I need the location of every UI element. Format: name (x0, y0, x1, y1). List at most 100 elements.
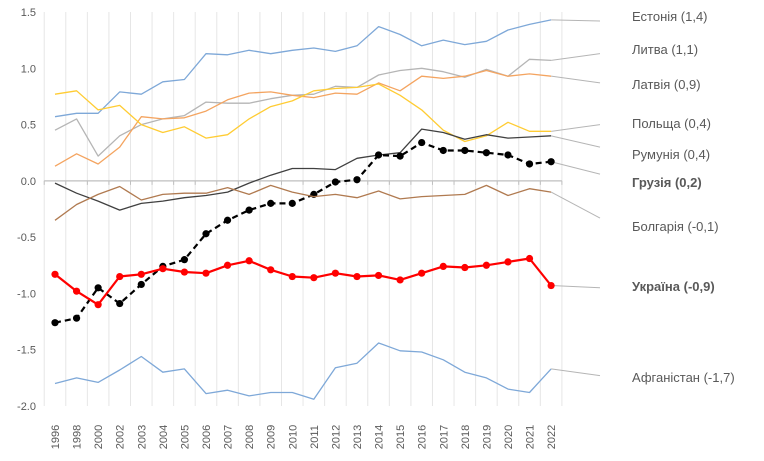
series-label: Естонія (1,4) (632, 9, 708, 24)
x-tick-label: 2006 (201, 425, 213, 449)
y-tick-label: 0.5 (21, 120, 36, 132)
data-point (547, 281, 555, 290)
y-tick-label: 1.5 (21, 7, 36, 19)
data-point (439, 262, 447, 271)
data-point (159, 265, 167, 273)
y-axis-ticks: 1.5 1.0 0.5 0.0 -0.5 -1.0 -1.5 -2.0 (17, 7, 36, 413)
series-line (54, 128, 552, 211)
x-tick-label: 2003 (136, 425, 148, 449)
data-point (461, 263, 469, 272)
data-point (525, 160, 534, 168)
x-tick-label: 2008 (244, 425, 256, 449)
series-line (54, 58, 552, 157)
data-point (504, 151, 512, 159)
series-label: Польща (0,4) (632, 116, 711, 131)
connector-line (550, 161, 601, 175)
connector-line (551, 285, 601, 289)
connector-line (551, 124, 601, 132)
x-tick-label: 2010 (287, 425, 299, 449)
connector-line (550, 191, 601, 219)
series-label: Латвія (0,9) (632, 77, 701, 92)
label-connectors (550, 19, 601, 377)
connector-line (551, 75, 601, 84)
data-point (547, 158, 555, 166)
x-tick-label: 2022 (546, 425, 558, 449)
y-tick-label: 0.0 (21, 176, 36, 188)
x-tick-label: 2012 (330, 425, 342, 449)
x-tick-label: 1998 (72, 425, 84, 449)
y-tick-label: -1.5 (17, 345, 36, 357)
x-tick-label: 2018 (460, 425, 472, 449)
series-label: Болгарія (-0,1) (632, 219, 719, 234)
data-point (180, 256, 189, 264)
series-label: Грузія (0,2) (632, 175, 702, 190)
data-point (202, 230, 210, 238)
series-line (54, 19, 552, 118)
x-tick-label: 2021 (525, 425, 537, 449)
x-tick-label: 2019 (481, 425, 493, 449)
data-point (310, 274, 318, 282)
x-tick-label: 1996 (50, 425, 62, 449)
connector-line (550, 135, 601, 148)
data-point (353, 272, 361, 281)
x-axis-ticks: 1996 1998 2000 2002 2003 2004 2005 2006 2007 2008… (50, 425, 558, 449)
x-tick-label: 2014 (374, 425, 386, 449)
x-tick-label: 2020 (503, 425, 515, 449)
series-line (54, 184, 552, 221)
data-point (482, 149, 490, 157)
data-point (72, 287, 81, 295)
data-point (331, 178, 340, 186)
data-point (116, 272, 124, 281)
x-tick-label: 2007 (223, 425, 235, 449)
x-tick-label: 2011 (309, 425, 321, 449)
data-point (288, 199, 296, 207)
y-tick-label: -1.0 (17, 288, 36, 300)
data-point (374, 271, 383, 280)
x-tick-label: 2002 (115, 425, 127, 449)
data-point (418, 138, 426, 147)
data-point (116, 299, 124, 308)
x-tick-label: 2000 (93, 425, 105, 449)
x-tick-label: 2004 (158, 425, 170, 449)
data-point (396, 276, 404, 284)
data-point (418, 269, 426, 277)
data-point (51, 270, 59, 278)
series-label: Румунія (0,4) (632, 147, 710, 162)
data-point (202, 269, 210, 277)
x-tick-label: 2005 (179, 425, 191, 449)
series-lines (51, 19, 555, 400)
data-point (267, 266, 275, 274)
gridlines (43, 12, 563, 406)
connector-line (551, 368, 601, 377)
data-point (461, 146, 469, 155)
series-line (54, 342, 552, 400)
data-point (180, 268, 189, 276)
series-line (54, 83, 552, 143)
data-point (288, 272, 296, 281)
x-tick-label: 2009 (266, 425, 278, 449)
x-tick-label: 2016 (417, 425, 429, 449)
data-point (331, 269, 340, 277)
series-labels: Естонія (1,4) Литва (1,1) Латвія (0,9) Поль… (632, 9, 735, 385)
x-tick-label: 2017 (438, 425, 450, 449)
series-label: Литва (1,1) (632, 42, 698, 57)
y-tick-label: -2.0 (17, 401, 36, 413)
x-axis-line (43, 180, 563, 185)
data-point (223, 216, 232, 224)
data-point (137, 270, 145, 278)
data-point (374, 151, 383, 159)
data-point (51, 319, 59, 327)
data-point (94, 301, 102, 309)
x-tick-label: 2015 (395, 425, 407, 449)
y-tick-label: 1.0 (21, 63, 36, 75)
data-point (223, 261, 232, 269)
data-point (482, 261, 490, 269)
data-point (525, 254, 534, 263)
x-tick-label: 2013 (352, 425, 364, 449)
data-point (137, 280, 145, 289)
data-point (396, 152, 404, 160)
y-tick-label: -0.5 (17, 232, 36, 244)
data-point (353, 176, 361, 184)
data-point (94, 284, 102, 292)
